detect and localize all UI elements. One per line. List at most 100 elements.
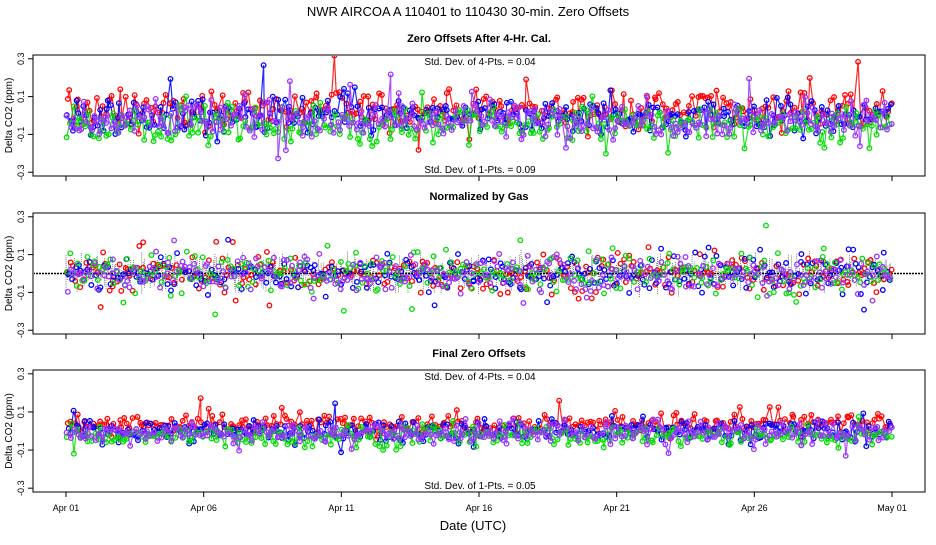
data-point	[406, 274, 413, 280]
data-point	[197, 395, 204, 402]
data-point	[258, 435, 265, 441]
data-point	[517, 282, 524, 289]
data-point	[148, 252, 155, 259]
data-point	[519, 440, 526, 447]
data-point	[368, 260, 375, 267]
data-point	[191, 260, 198, 267]
data-point	[96, 131, 103, 137]
data-point	[204, 292, 211, 298]
data-point	[822, 268, 829, 275]
data-point	[317, 99, 324, 106]
data-point	[297, 431, 304, 438]
data-point	[713, 253, 720, 259]
data-point	[396, 435, 403, 442]
data-point	[505, 109, 512, 116]
data-point	[640, 413, 646, 420]
data-point	[107, 256, 114, 263]
data-point	[688, 428, 695, 435]
data-point	[752, 110, 759, 117]
data-point	[644, 126, 651, 132]
data-point	[700, 429, 707, 436]
data-point	[738, 276, 745, 283]
data-point	[401, 278, 408, 285]
data-point	[434, 268, 441, 274]
data-point	[742, 258, 749, 265]
data-point	[148, 122, 155, 128]
data-point	[308, 98, 315, 104]
panel-title: Zero Offsets After 4-Hr. Cal.	[407, 33, 551, 45]
data-point	[673, 267, 680, 274]
data-point	[750, 446, 757, 453]
data-point	[120, 299, 127, 306]
data-point	[254, 263, 261, 270]
data-point	[203, 118, 210, 125]
data-point	[794, 261, 800, 268]
data-point	[141, 136, 148, 143]
data-point	[537, 281, 544, 288]
data-point	[691, 274, 698, 281]
data-point	[369, 111, 376, 118]
data-point	[630, 128, 637, 135]
data-point	[462, 262, 469, 269]
y-tick-label: -0.3	[16, 164, 26, 180]
data-point	[693, 264, 700, 271]
data-point	[243, 123, 250, 130]
data-point	[265, 257, 272, 264]
data-point	[881, 99, 888, 106]
data-point	[845, 432, 851, 439]
data-point	[246, 432, 253, 438]
data-point	[868, 122, 875, 129]
data-point	[784, 127, 790, 134]
data-point	[635, 102, 642, 109]
data-point	[359, 279, 366, 286]
data-point	[341, 427, 348, 434]
data-point	[183, 412, 189, 419]
data-point	[333, 277, 340, 284]
data-point	[347, 133, 354, 140]
data-point	[465, 142, 472, 148]
data-point	[521, 428, 528, 435]
data-point	[108, 125, 115, 132]
data-point	[377, 264, 384, 271]
data-point	[326, 413, 333, 420]
data-point	[410, 419, 417, 426]
data-point	[208, 88, 215, 95]
data-point	[602, 419, 609, 425]
y-axis-label: Delta CO2 (ppm)	[4, 236, 15, 312]
data-point	[274, 118, 281, 125]
data-point	[328, 121, 335, 128]
data-point	[366, 123, 373, 129]
data-point	[398, 414, 405, 420]
data-point	[618, 103, 625, 110]
data-point	[86, 107, 93, 114]
data-point	[358, 108, 365, 115]
data-point	[179, 434, 186, 441]
data-point	[828, 134, 835, 141]
data-point	[658, 259, 665, 266]
data-point	[446, 279, 453, 286]
data-point	[710, 101, 717, 108]
data-point	[844, 271, 851, 278]
data-point	[685, 418, 692, 425]
data-point	[590, 270, 597, 277]
data-point	[358, 415, 365, 422]
data-point	[466, 281, 473, 288]
data-point	[397, 443, 404, 450]
data-point	[798, 442, 805, 449]
data-point	[232, 297, 239, 304]
data-point	[743, 268, 750, 274]
data-point	[571, 114, 577, 120]
data-point	[334, 416, 341, 423]
data-point	[856, 143, 863, 150]
data-point	[416, 277, 423, 284]
data-point	[869, 272, 876, 279]
data-point	[752, 436, 759, 443]
data-point	[592, 289, 599, 296]
data-point	[223, 271, 230, 278]
data-point	[626, 252, 633, 259]
data-point	[259, 126, 266, 133]
data-point	[63, 134, 70, 141]
data-point	[406, 114, 413, 121]
data-point	[768, 428, 775, 435]
data-point	[515, 435, 522, 442]
